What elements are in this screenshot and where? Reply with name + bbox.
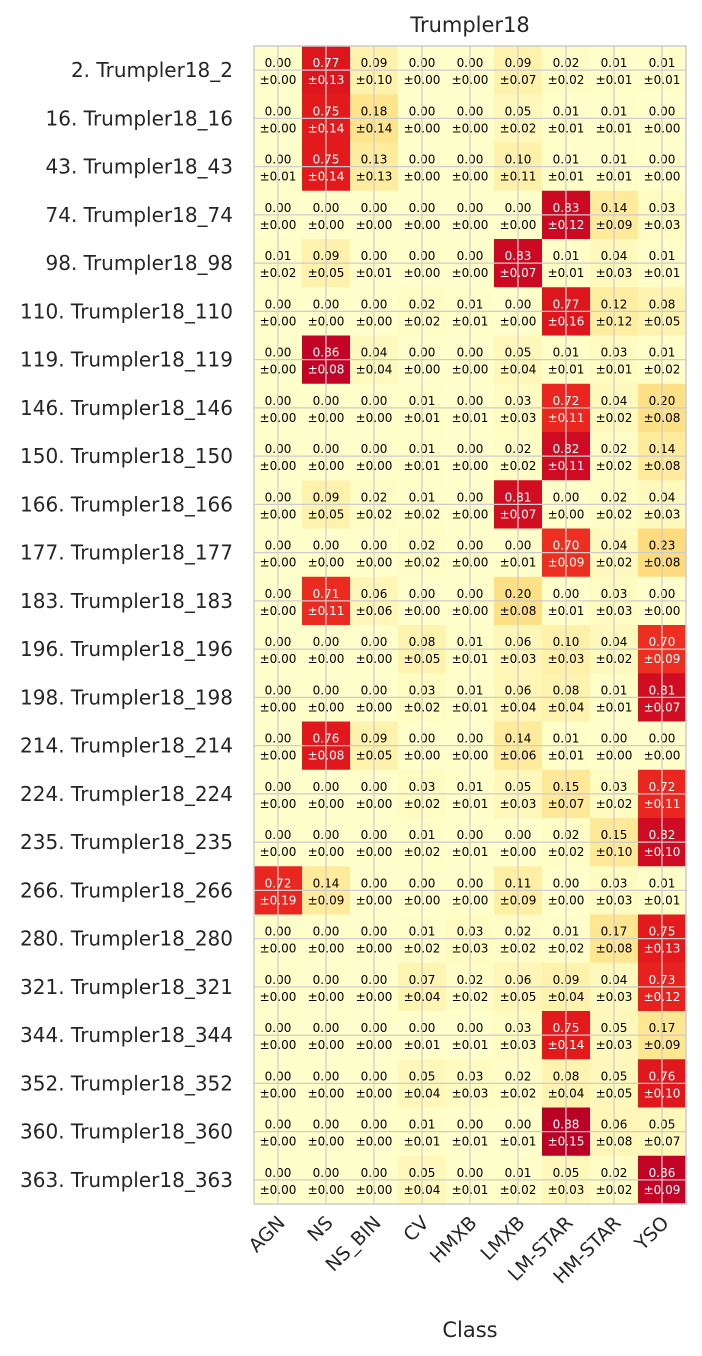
row-label: 177. Trumpler18_177: [20, 541, 233, 565]
grid-lines: [254, 46, 686, 1204]
row-label: 224. Trumpler18_224: [20, 782, 233, 806]
column-label: NS: [303, 1212, 337, 1246]
column-label: AGN: [245, 1212, 290, 1257]
x-axis-label: Class: [442, 1318, 497, 1342]
row-label: 146. Trumpler18_146: [20, 396, 233, 420]
row-label: 344. Trumpler18_344: [20, 1023, 233, 1047]
row-label: 363. Trumpler18_363: [20, 1168, 233, 1192]
row-label: 280. Trumpler18_280: [20, 927, 233, 951]
chart-title: Trumpler18: [409, 13, 530, 37]
row-label: 166. Trumpler18_166: [20, 492, 233, 516]
row-label: 214. Trumpler18_214: [20, 734, 233, 758]
row-label: 266. Trumpler18_266: [20, 878, 233, 902]
row-label: 352. Trumpler18_352: [20, 1071, 233, 1095]
column-label: CV: [399, 1212, 433, 1246]
row-label: 98. Trumpler18_98: [46, 251, 234, 275]
row-label: 110. Trumpler18_110: [20, 299, 233, 323]
row-label: 321. Trumpler18_321: [20, 975, 233, 999]
row-label: 198. Trumpler18_198: [20, 685, 233, 709]
row-label: 2. Trumpler18_2: [71, 58, 233, 82]
row-label: 183. Trumpler18_183: [20, 589, 233, 613]
row-labels: 2. Trumpler18_2 16. Trumpler18_16 43. Trum…: [20, 58, 233, 1192]
column-label: HMXB: [426, 1212, 482, 1268]
row-label: 150. Trumpler18_150: [20, 444, 233, 468]
plot-frame: [253, 45, 687, 1205]
row-label: 235. Trumpler18_235: [20, 830, 233, 854]
row-label: 74. Trumpler18_74: [46, 203, 234, 227]
row-label: 360. Trumpler18_360: [20, 1120, 233, 1144]
column-label: YSO: [630, 1212, 674, 1256]
row-label: 43. Trumpler18_43: [46, 155, 234, 179]
row-label: 16. Trumpler18_16: [46, 106, 234, 130]
row-label: 119. Trumpler18_119: [20, 348, 233, 372]
row-label: 196. Trumpler18_196: [20, 637, 233, 661]
